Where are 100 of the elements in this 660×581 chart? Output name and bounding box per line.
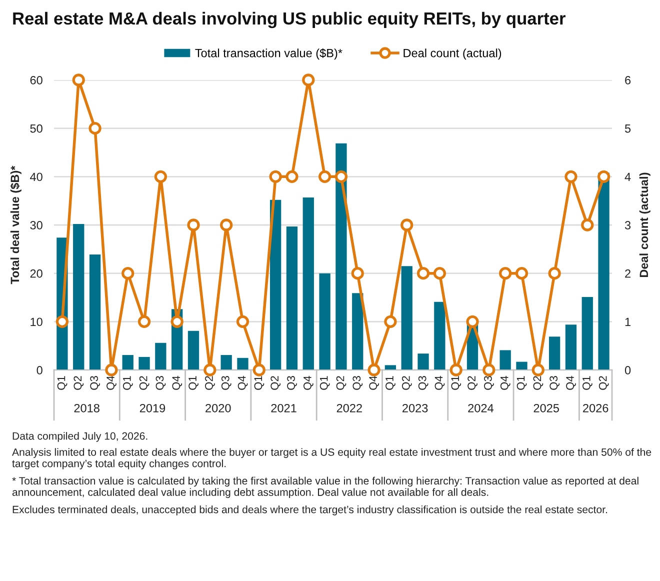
point — [400, 218, 414, 232]
x-tick-label: Q2 — [533, 376, 544, 390]
bar — [548, 336, 560, 370]
point — [187, 218, 200, 232]
bar — [155, 342, 166, 370]
point — [564, 170, 578, 183]
y-tick-label: 20 — [30, 269, 42, 278]
y-axis-title: Total deal value ($B)* — [10, 166, 22, 284]
x-tick-label: Q2 — [270, 376, 281, 390]
bar — [188, 330, 200, 370]
point — [72, 74, 85, 86]
y2-axis-title: Deal count (actual) — [639, 172, 650, 278]
bar — [122, 355, 134, 370]
point — [581, 218, 594, 232]
text: 2019 — [140, 404, 166, 412]
bar — [565, 324, 577, 370]
bar — [89, 254, 101, 370]
point — [433, 267, 446, 280]
x-tick-label: Q1 — [582, 376, 592, 390]
x-tick-label: Q1 — [188, 376, 198, 390]
y-tick-label: 60 — [30, 76, 42, 84]
legend-label: Total transaction value ($B)* — [195, 48, 342, 60]
x-tick-label: Q4 — [106, 376, 116, 390]
text: Analysis limited to real estate deals where the buyer or target is a US equity real estate investment trust and where more than 50% of the target company’s total equity changes control. — [12, 448, 652, 470]
x-tick-label: Q3 — [156, 376, 166, 390]
bar — [286, 226, 298, 370]
x-tick-label: Q3 — [90, 376, 100, 390]
point — [532, 364, 544, 376]
y2-tick-label: 2 — [625, 269, 630, 278]
x-tick-label: Q2 — [205, 376, 215, 390]
bar — [384, 365, 396, 370]
point — [154, 170, 167, 183]
y2-tick-label: 3 — [624, 221, 631, 230]
point — [450, 364, 462, 376]
point — [548, 267, 561, 280]
x-tick-label: Q4 — [434, 376, 445, 390]
text: Excludes terminated deals, unaccepted bids and deals where the target’s industry classification is outside the real estate sector. — [12, 506, 607, 516]
bar — [582, 297, 593, 370]
x-tick-label: Q4 — [172, 376, 182, 390]
point — [170, 315, 184, 328]
point — [351, 267, 364, 280]
point — [220, 218, 233, 232]
point — [122, 267, 134, 280]
point — [334, 170, 348, 183]
x-tick-label: Q4 — [500, 376, 510, 390]
x-tick-label: Q1 — [57, 376, 68, 390]
x-tick-label: Q2 — [74, 376, 84, 390]
x-tick-label: Q3 — [418, 376, 428, 390]
y2-tick-label: 0 — [624, 366, 631, 374]
point — [105, 364, 118, 376]
x-tick-label: Q1 — [516, 376, 527, 390]
point — [236, 315, 250, 328]
bar — [319, 273, 330, 370]
bar — [138, 356, 150, 370]
y-tick-label: 50 — [30, 124, 42, 133]
y2-tick-label: 6 — [625, 76, 631, 84]
point — [269, 170, 282, 183]
point — [384, 315, 397, 328]
x-tick-label: Q4 — [369, 376, 379, 390]
bar — [336, 143, 347, 370]
x-tick-label: Q4 — [566, 376, 576, 390]
x-tick-label: Q2 — [139, 376, 150, 390]
y-tick-label: 40 — [30, 172, 42, 182]
point — [318, 170, 332, 183]
point — [252, 364, 266, 376]
text: 2021 — [271, 404, 296, 412]
x-tick-label: Q3 — [352, 376, 363, 390]
point — [56, 315, 69, 328]
bar — [270, 200, 282, 370]
point — [597, 170, 610, 183]
bar — [418, 354, 429, 370]
y-tick-label: 30 — [30, 221, 42, 230]
bar — [500, 350, 511, 370]
point — [88, 122, 102, 135]
text: Data compiled July 10, 2026. — [12, 432, 148, 442]
bar — [516, 362, 528, 370]
y-tick-label: 10 — [30, 318, 42, 326]
x-tick-label: Q1 — [386, 376, 396, 390]
x-tick-label: Q1 — [451, 376, 462, 390]
text: 2026 — [583, 404, 608, 412]
text: 2025 — [534, 404, 559, 412]
x-tick-label: Q2 — [468, 376, 478, 390]
x-tick-label: Q4 — [238, 376, 248, 390]
x-tick-label: Q3 — [221, 376, 232, 390]
point — [368, 364, 380, 376]
x-tick-label: Q1 — [254, 376, 264, 390]
point — [302, 74, 315, 86]
bar — [434, 302, 446, 370]
text: 2024 — [468, 404, 494, 412]
point — [138, 315, 151, 328]
y-tick-label: 0 — [36, 366, 42, 374]
y2-tick-label: 1 — [625, 318, 630, 326]
x-tick-label: Q2 — [336, 376, 346, 390]
legend-label: Deal count (actual) — [404, 48, 502, 60]
bar — [237, 358, 248, 370]
point — [416, 267, 430, 280]
chart-title: Real estate M&A deals involving US public equity REITs, by quarter — [13, 12, 566, 28]
point — [466, 315, 479, 328]
point — [515, 267, 528, 280]
x-tick-label: Q1 — [122, 376, 133, 390]
